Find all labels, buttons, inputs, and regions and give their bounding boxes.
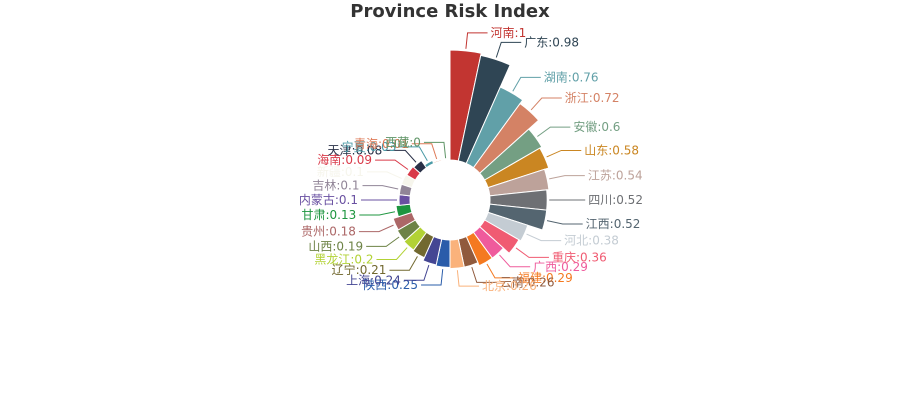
rose-slice-8[interactable]	[487, 203, 548, 231]
label-line-17	[389, 256, 418, 271]
rose-slice-12[interactable]	[465, 231, 493, 267]
label-line-11	[499, 254, 531, 268]
slice-label-16: 上海:0.24	[346, 272, 401, 287]
label-line-4	[537, 126, 571, 137]
slice-label-2: 湖南:0.76	[544, 69, 599, 84]
rose-slice-27[interactable]	[423, 159, 435, 169]
label-line-29	[423, 141, 447, 159]
rose-slice-26[interactable]	[413, 159, 428, 174]
label-line-21	[359, 211, 396, 216]
label-line-20	[358, 224, 394, 233]
label-line-24	[366, 171, 402, 179]
rose-slice-4[interactable]	[479, 128, 543, 181]
slice-label-18: 黑龙江:0.2	[314, 252, 373, 266]
rose-slice-28[interactable]	[432, 159, 443, 165]
label-line-26	[385, 149, 417, 163]
slice-label-1: 广东:0.98	[524, 35, 579, 49]
rose-slice-22[interactable]	[398, 194, 411, 206]
slice-label-7: 四川:0.52	[588, 193, 643, 207]
slice-label-3: 浙江:0.72	[565, 91, 620, 105]
slice-label-28: 青海:0.01	[354, 136, 409, 151]
slice-label-27: 宁夏:0.03	[342, 139, 397, 154]
slice-label-19: 山西:0.19	[308, 239, 363, 253]
label-line-5	[546, 149, 582, 158]
label-line-27	[399, 146, 428, 162]
slice-label-11: 广西:0.29	[533, 260, 588, 274]
label-line-0	[465, 32, 488, 49]
slice-label-10: 重庆:0.36	[552, 250, 607, 264]
chart-title: Province Risk Index	[350, 1, 550, 22]
rose-slice-3[interactable]	[472, 102, 540, 174]
rose-slice-18[interactable]	[403, 226, 428, 251]
slice-label-14: 北京:0.26	[482, 279, 537, 293]
slice-label-5: 山东:0.58	[584, 143, 639, 157]
label-line-13	[471, 266, 497, 283]
slice-label-21: 甘肃:0.13	[302, 208, 357, 222]
label-line-18	[376, 247, 408, 260]
slice-label-20: 贵州:0.18	[301, 225, 356, 239]
rose-slice-17[interactable]	[412, 231, 435, 259]
label-line-1	[495, 41, 522, 58]
rose-slice-14[interactable]	[449, 238, 465, 270]
slice-label-17: 辽宁:0.21	[332, 262, 387, 277]
label-line-10	[515, 247, 549, 258]
label-line-16	[403, 264, 430, 281]
rose-slice-25[interactable]	[406, 165, 421, 181]
label-line-28	[411, 143, 438, 160]
rose-slice-21[interactable]	[395, 203, 413, 218]
label-line-9	[526, 233, 562, 242]
rose-slice-0[interactable]	[449, 49, 482, 162]
slice-label-9: 河北:0.38	[564, 234, 619, 248]
rose-slice-1[interactable]	[457, 54, 511, 165]
label-line-19	[366, 236, 400, 247]
slice-label-12: 福建:0.29	[518, 270, 573, 285]
slice-label-23: 吉林:0.1	[312, 179, 359, 193]
label-line-8	[546, 220, 583, 225]
rose-slice-5[interactable]	[483, 147, 550, 189]
rose-slice-9[interactable]	[483, 211, 529, 242]
slice-label-25: 海南:0.09	[317, 152, 372, 167]
rose-slice-16[interactable]	[422, 235, 443, 266]
rose-slice-2[interactable]	[465, 86, 524, 169]
rose-slice-24[interactable]	[400, 173, 417, 189]
label-line-3	[530, 97, 562, 111]
slice-label-15: 陕西:0.25	[363, 277, 418, 292]
rose-slice-15[interactable]	[435, 238, 451, 269]
slice-label-26: 天津:0.08	[328, 143, 383, 157]
slice-label-8: 江西:0.52	[586, 217, 641, 231]
label-line-6	[549, 175, 585, 180]
label-line-23	[362, 185, 399, 190]
rose-slice-6[interactable]	[487, 168, 550, 197]
label-line-14	[456, 270, 480, 287]
label-line-25	[375, 159, 409, 170]
rose-slice-19[interactable]	[396, 219, 421, 242]
slice-label-13: 云南:0.26	[500, 274, 555, 289]
slice-label-4: 安徽:0.6	[573, 119, 620, 134]
rose-slice-10[interactable]	[479, 219, 520, 254]
slice-label-6: 江苏:0.54	[588, 169, 643, 183]
label-line-15	[421, 269, 444, 286]
slice-label-0: 河南:1	[491, 25, 527, 40]
slice-label-24: 新疆:0.1	[317, 164, 364, 179]
label-line-12	[486, 263, 515, 279]
slice-label-22: 内蒙古:0.1	[299, 192, 358, 207]
slice-label-29: 西藏:0	[385, 135, 421, 149]
label-line-2	[512, 76, 541, 92]
